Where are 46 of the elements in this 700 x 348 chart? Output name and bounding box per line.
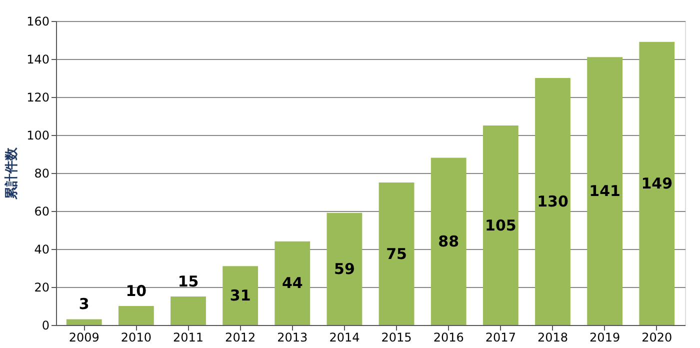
y-axis-title: 累計件数 [4, 146, 20, 200]
bar [587, 57, 623, 325]
data-label: 10 [126, 282, 147, 300]
x-tick-label: 2010 [120, 330, 152, 344]
data-label: 88 [438, 232, 460, 250]
x-tick-label: 2012 [225, 330, 256, 344]
y-tick-label: 140 [26, 52, 50, 66]
data-label: 31 [230, 286, 251, 305]
y-tick-label: 80 [34, 166, 50, 180]
x-tick-label: 2014 [329, 330, 360, 344]
data-label: 3 [78, 295, 90, 314]
bar [66, 319, 102, 325]
x-tick-label: 2019 [590, 330, 620, 344]
data-label: 75 [386, 244, 407, 263]
bar [639, 42, 675, 325]
y-tick-label: 20 [34, 280, 50, 294]
bar [118, 306, 154, 325]
y-tick-label: 0 [42, 318, 50, 332]
bar [274, 241, 310, 325]
y-tick-label: 40 [34, 242, 50, 256]
data-label: 149 [641, 174, 673, 192]
x-tick-label: 2011 [172, 330, 204, 344]
x-tick-label: 2020 [642, 330, 672, 344]
y-tick-label: 100 [26, 128, 50, 142]
data-label: 15 [178, 272, 199, 290]
bar [222, 266, 258, 325]
bar [378, 182, 414, 325]
y-tick-label: 120 [26, 90, 50, 104]
x-tick-label: 2016 [433, 330, 464, 344]
y-tick-label: 60 [34, 204, 50, 218]
data-label: 141 [589, 182, 620, 200]
x-tick-label: 2013 [277, 330, 308, 344]
data-label: 44 [282, 274, 303, 292]
x-tick-label: 2017 [485, 330, 516, 344]
bar [326, 212, 362, 325]
bar [535, 78, 570, 325]
bar [482, 126, 518, 325]
data-label: 130 [537, 192, 568, 210]
bar [170, 296, 206, 325]
x-tick-label: 2018 [537, 330, 568, 344]
x-tick-label: 2015 [381, 330, 412, 344]
y-tick-label: 160 [26, 14, 50, 28]
bar [430, 158, 466, 325]
data-label: 105 [485, 216, 516, 234]
x-tick-label: 2009 [68, 330, 100, 344]
data-label: 59 [334, 260, 355, 278]
